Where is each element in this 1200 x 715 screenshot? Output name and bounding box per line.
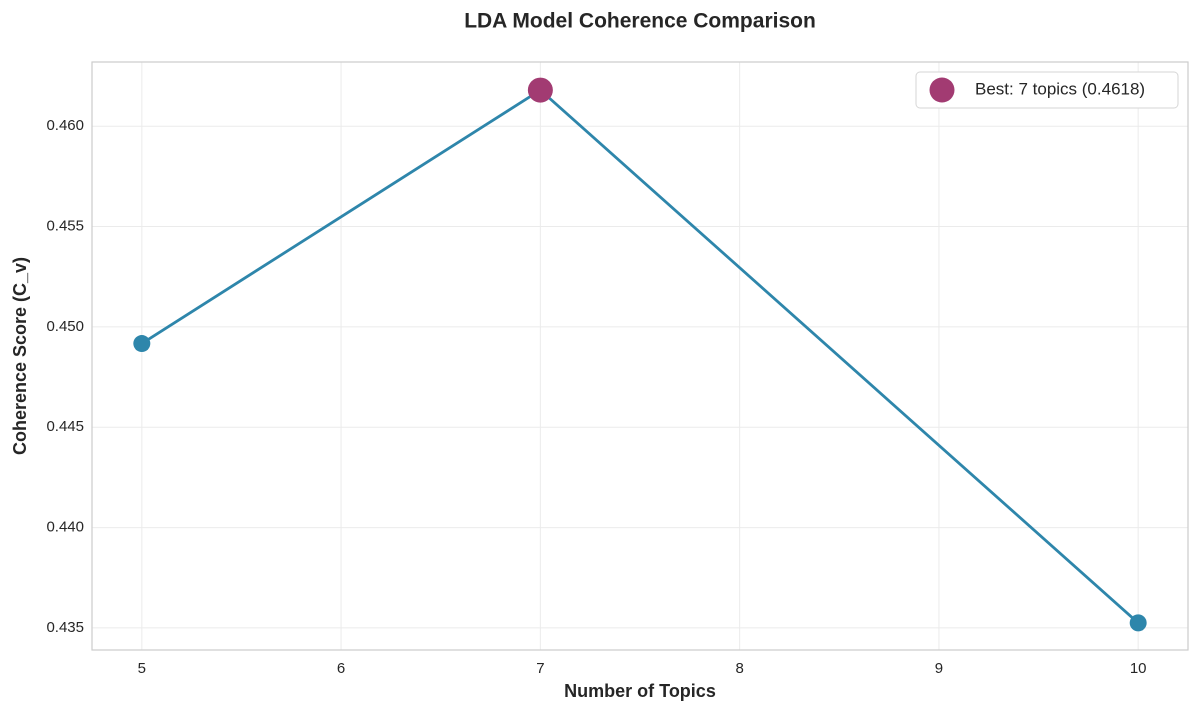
y-axis-label: Coherence Score (C_v)	[10, 257, 30, 455]
y-tick-label: 0.450	[46, 318, 84, 335]
x-tick-label: 5	[138, 660, 146, 677]
legend-label: Best: 7 topics (0.4618)	[975, 79, 1145, 98]
data-point	[133, 335, 151, 353]
y-tick-label: 0.435	[46, 619, 84, 636]
chart-title: LDA Model Coherence Comparison	[464, 10, 816, 33]
y-tick-label: 0.455	[46, 218, 84, 235]
legend-marker	[929, 77, 955, 103]
x-axis-label: Number of Topics	[564, 681, 716, 701]
best-point	[527, 77, 553, 103]
y-tick-label: 0.445	[46, 418, 84, 435]
x-tick-label: 7	[536, 660, 544, 677]
y-tick-label: 0.460	[46, 117, 84, 134]
x-tick-label: 8	[735, 660, 743, 677]
x-tick-label: 6	[337, 660, 345, 677]
legend-box	[915, 71, 1179, 109]
plot-frame	[91, 61, 1189, 651]
x-tick-label: 9	[935, 660, 943, 677]
y-tick-label: 0.440	[46, 519, 84, 536]
x-tick-label: 10	[1130, 660, 1147, 677]
data-point	[1129, 614, 1147, 632]
data-line	[141, 88, 1140, 624]
